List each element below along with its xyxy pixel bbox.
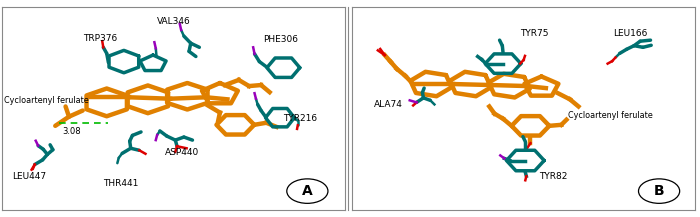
Text: ALA74: ALA74 <box>374 100 403 109</box>
Text: 3.08: 3.08 <box>62 127 80 136</box>
Text: Cycloartenyl ferulate: Cycloartenyl ferulate <box>4 96 89 105</box>
Text: ASP440: ASP440 <box>165 148 199 157</box>
Text: TYR82: TYR82 <box>539 172 568 181</box>
Text: A: A <box>302 184 313 198</box>
Text: Cycloartenyl ferulate: Cycloartenyl ferulate <box>568 111 653 120</box>
Text: THR441: THR441 <box>104 179 139 189</box>
Text: PHE306: PHE306 <box>262 35 298 44</box>
Text: TYR216: TYR216 <box>284 114 318 123</box>
Text: B: B <box>654 184 664 198</box>
Text: LEU447: LEU447 <box>13 172 46 181</box>
Text: TRP376: TRP376 <box>83 34 117 43</box>
Text: VAL346: VAL346 <box>156 17 190 26</box>
Text: TYR75: TYR75 <box>520 29 549 38</box>
Text: LEU166: LEU166 <box>612 29 648 38</box>
